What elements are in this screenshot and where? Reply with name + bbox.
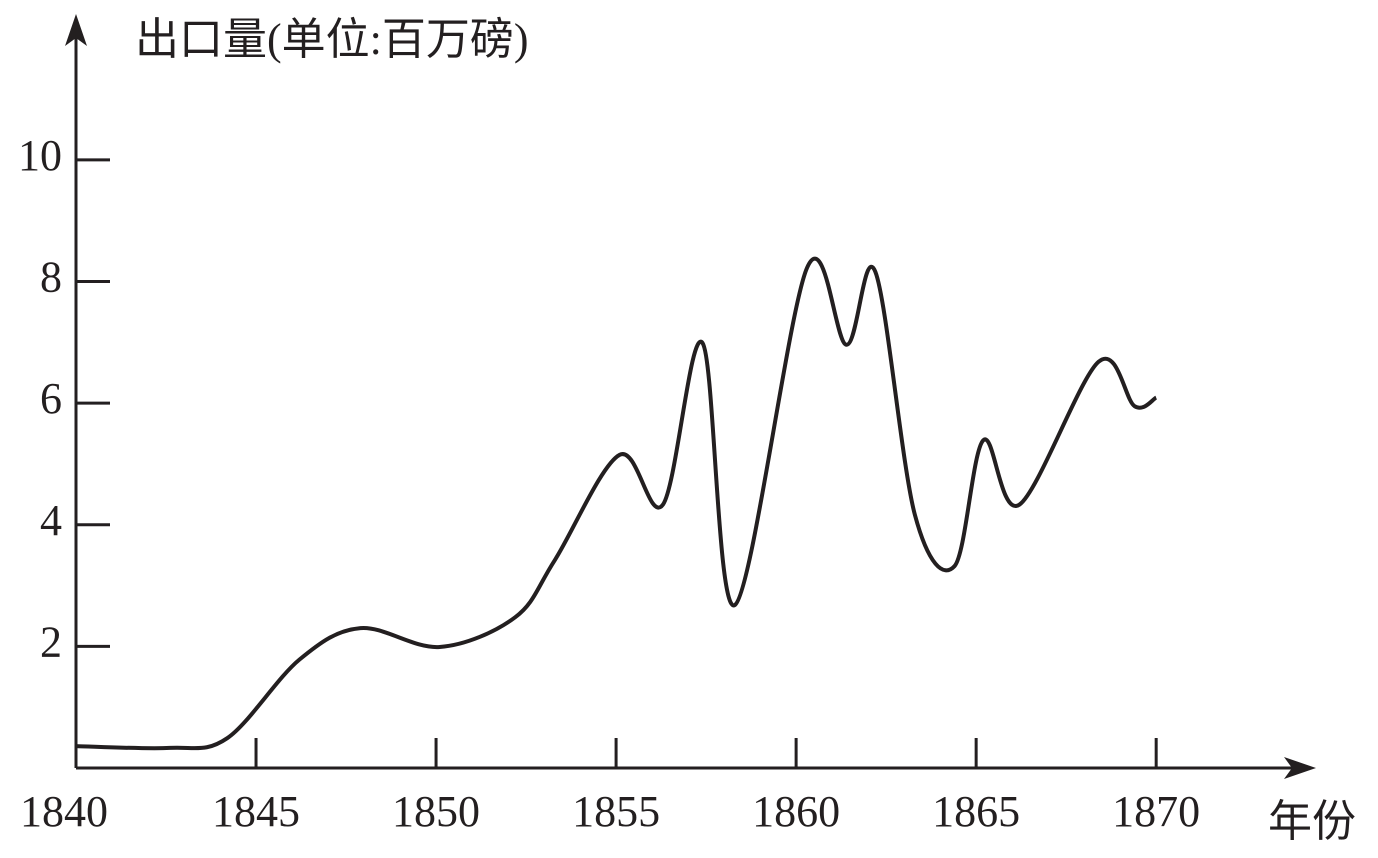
data-line: [75, 256, 1158, 751]
x-tick-label: 1855: [572, 787, 660, 836]
x-tick-label: 1845: [212, 787, 300, 836]
y-tick-label: 8: [40, 253, 62, 302]
y-axis-title: 出口量(单位:百万磅): [135, 15, 529, 64]
y-tick-label: 10: [18, 131, 62, 180]
x-tick-label: 1850: [392, 787, 480, 836]
y-tick-label: 2: [40, 617, 62, 666]
y-tick-label: 6: [40, 374, 62, 423]
y-tick-label: 4: [40, 496, 62, 545]
x-tick-label: 1860: [752, 787, 840, 836]
y-axis-arrow: [65, 14, 87, 46]
x-axis-title: 年份: [1268, 797, 1356, 846]
x-tick-label: 1870: [1112, 787, 1200, 836]
x-tick-label: 1840: [20, 787, 108, 836]
x-tick-label: 1865: [932, 787, 1020, 836]
x-axis-arrow: [1284, 757, 1316, 779]
